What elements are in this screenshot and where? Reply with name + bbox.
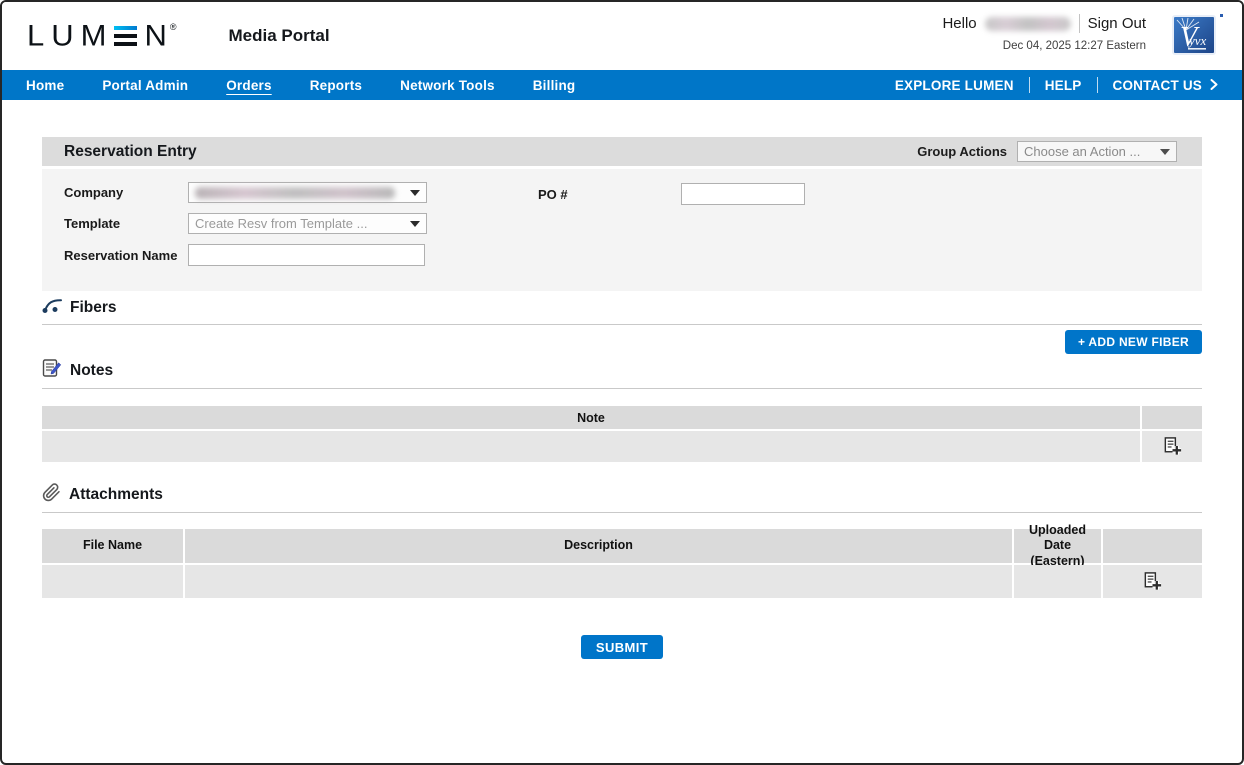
nav-item-portal-admin[interactable]: Portal Admin xyxy=(102,77,189,93)
chevron-down-icon xyxy=(1160,148,1170,155)
main-content: Reservation Entry Group Actions Choose a… xyxy=(2,100,1242,659)
reservation-entry-section: Reservation Entry Group Actions Choose a… xyxy=(42,137,1202,291)
section-title: Notes xyxy=(70,361,114,379)
notes-heading: Notes xyxy=(42,358,1202,388)
chevron-down-icon xyxy=(410,189,420,196)
divider xyxy=(42,388,1202,389)
notes-section: Notes Note xyxy=(42,358,1202,462)
notes-table: Note xyxy=(42,406,1202,462)
nav-item-home[interactable]: Home xyxy=(26,77,65,93)
notes-column-header: Note xyxy=(42,406,1140,429)
company-select[interactable] xyxy=(188,182,427,203)
lumen-logo-text-end: N xyxy=(144,18,168,53)
attachments-actions-column-header xyxy=(1103,529,1202,563)
nav-item-contact-us[interactable]: CONTACT US xyxy=(1113,78,1219,93)
user-area: Hello Sign Out Dec 04, 2025 12:27 Easter… xyxy=(942,14,1146,52)
fibers-heading: Fibers xyxy=(42,297,1202,324)
submit-button[interactable]: SUBMIT xyxy=(580,635,664,659)
template-label: Template xyxy=(64,216,121,231)
notes-row-actions xyxy=(1142,431,1202,462)
divider xyxy=(1078,14,1080,33)
add-note-button[interactable] xyxy=(1160,434,1185,459)
chevron-right-icon xyxy=(1210,78,1218,93)
reservation-name-label: Reservation Name xyxy=(64,247,178,263)
nav-item-explore-lumen[interactable]: EXPLORE LUMEN xyxy=(894,77,1014,93)
trademark-dot xyxy=(1220,14,1223,17)
notes-actions-column-header xyxy=(1142,406,1202,429)
company-label: Company xyxy=(64,185,124,200)
sign-out-link[interactable]: Sign Out xyxy=(1087,15,1146,32)
po-number-label: PO # xyxy=(538,186,568,202)
group-actions-select[interactable]: Choose an Action ... xyxy=(1017,141,1177,162)
fibers-section: Fibers + ADD NEW FIBER xyxy=(42,297,1202,354)
divider xyxy=(42,324,1202,325)
top-header: LUM N ® Media Portal Hello Sign Out Dec … xyxy=(2,2,1242,70)
vyvx-logo: V yvx xyxy=(1172,14,1223,57)
attachments-table: File Name Description Uploaded Date (Eas… xyxy=(42,523,1202,598)
attachments-section: Attachments File Name Description Upload… xyxy=(42,483,1202,598)
nav-item-reports[interactable]: Reports xyxy=(309,77,363,93)
nav-item-billing[interactable]: Billing xyxy=(532,77,576,93)
main-nav: Home Portal Admin Orders Reports Network… xyxy=(2,70,1242,100)
file-name-column-header: File Name xyxy=(42,529,183,563)
section-title: Attachments xyxy=(69,486,163,503)
page-title: Media Portal xyxy=(228,26,330,45)
attachments-empty-cell xyxy=(42,565,183,598)
nav-item-network-tools[interactable]: Network Tools xyxy=(400,77,495,93)
svg-text:yvx: yvx xyxy=(1187,33,1207,48)
lumen-e-icon xyxy=(114,26,138,46)
reservation-entry-header: Reservation Entry Group Actions Choose a… xyxy=(42,137,1202,166)
reservation-name-input[interactable] xyxy=(188,244,425,266)
datetime-label: Dec 04, 2025 12:27 Eastern xyxy=(1002,40,1146,52)
uploaded-date-column-header: Uploaded Date (Eastern) xyxy=(1014,523,1101,568)
po-number-input[interactable] xyxy=(681,183,805,205)
attachments-empty-cell xyxy=(1014,565,1101,598)
group-actions-label: Group Actions xyxy=(917,144,1007,159)
lumen-logo-text: LUM xyxy=(27,18,114,53)
chevron-down-icon xyxy=(410,220,420,227)
section-title: Reservation Entry xyxy=(64,142,197,160)
greeting-label: Hello xyxy=(942,15,977,32)
add-attachment-button[interactable] xyxy=(1140,569,1165,594)
divider xyxy=(1028,77,1030,93)
attachments-row-actions xyxy=(1103,565,1202,598)
add-new-fiber-button[interactable]: + ADD NEW FIBER xyxy=(1064,330,1202,354)
registered-mark: ® xyxy=(169,22,177,32)
svg-text:V: V xyxy=(1180,22,1200,53)
section-title: Fibers xyxy=(70,299,117,316)
divider xyxy=(1096,77,1098,93)
fiber-route-icon xyxy=(42,297,62,319)
lumen-logo: LUM N ® xyxy=(27,18,176,54)
template-select[interactable]: Create Resv from Template ... xyxy=(188,213,427,234)
company-value-redacted xyxy=(195,186,395,199)
paperclip-icon xyxy=(42,483,61,507)
divider xyxy=(42,512,1202,513)
note-pad-icon xyxy=(42,358,62,383)
attachments-empty-cell xyxy=(185,565,1012,598)
user-name-redacted xyxy=(984,16,1071,31)
notes-empty-row xyxy=(42,431,1140,462)
nav-item-help[interactable]: HELP xyxy=(1044,77,1082,93)
nav-item-orders[interactable]: Orders xyxy=(226,77,272,93)
reservation-entry-form: Company Template Create Resv from Templa… xyxy=(42,169,1202,291)
attachments-heading: Attachments xyxy=(42,483,1202,512)
description-column-header: Description xyxy=(185,529,1012,563)
